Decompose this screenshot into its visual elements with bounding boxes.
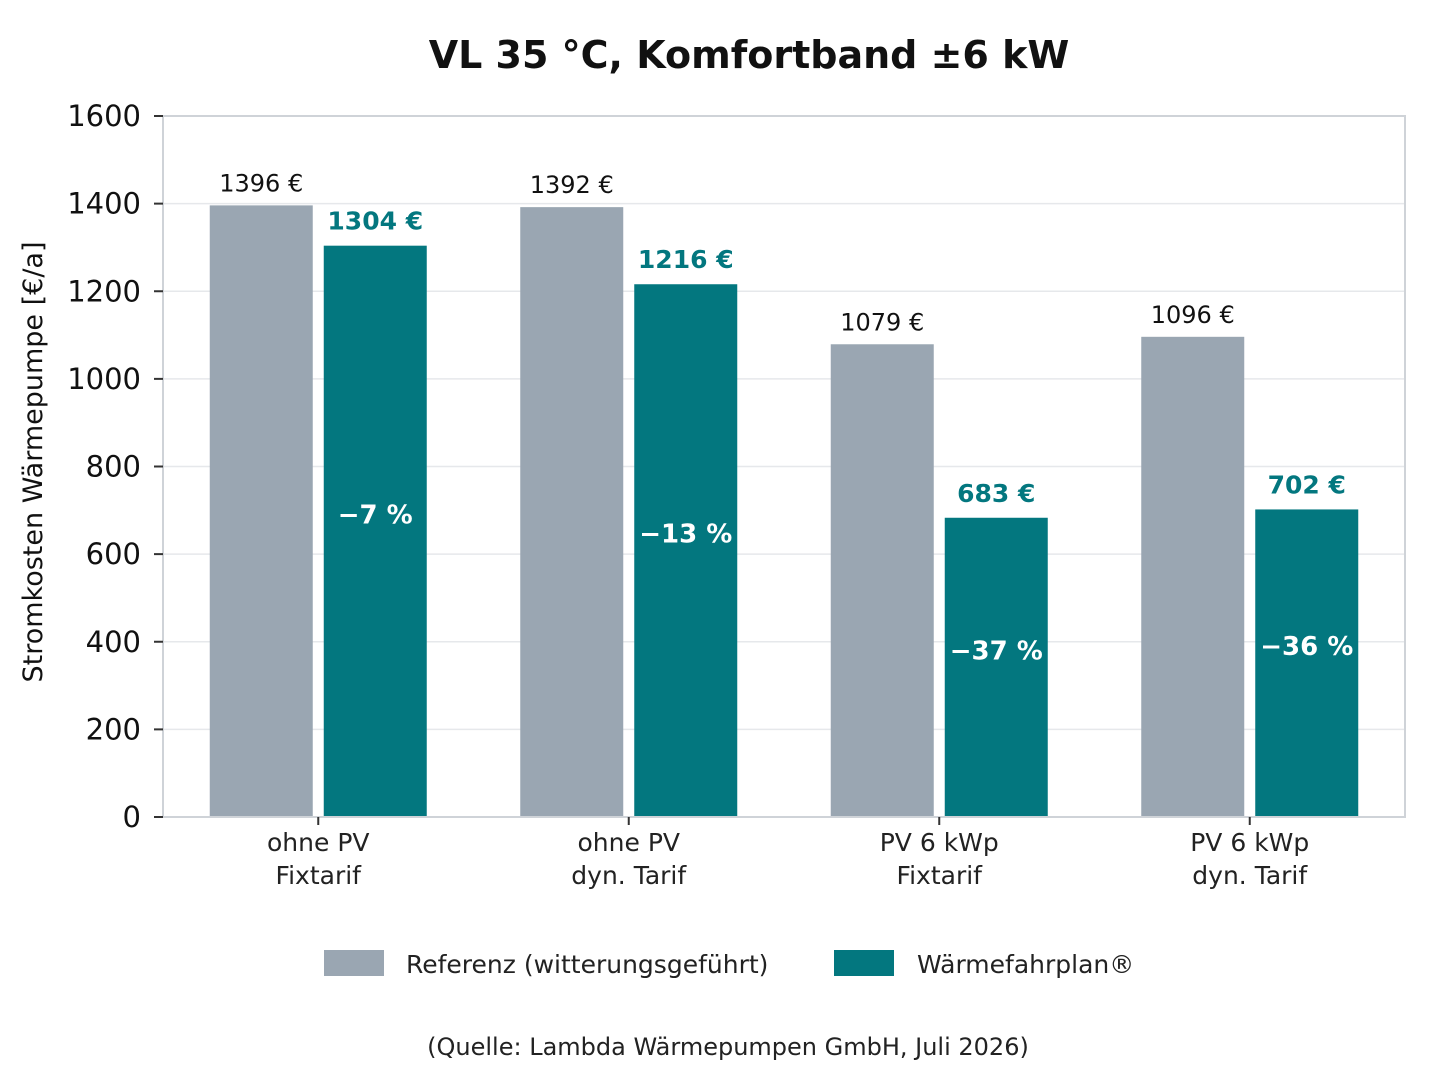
x-axis-categories: ohne PV Fixtarif ohne PV dyn. Tarif PV 6 kWp… <box>267 817 1309 890</box>
change-label: −37 % <box>950 636 1043 666</box>
source-note: (Quelle: Lambda Wärmepumpen GmbH, Juli 2… <box>427 1033 1029 1061</box>
legend-label-referenz: Referenz (witterungsgeführt) <box>406 950 768 979</box>
y-tick-label: 800 <box>86 450 141 484</box>
value-label-referenz: 1096 € <box>1151 301 1235 329</box>
legend-swatch-referenz <box>324 950 384 976</box>
bar-referenz <box>520 207 624 817</box>
value-label-waermefahrplan: 1304 € <box>327 207 423 236</box>
x-category-label: PV 6 kWp Fixtarif <box>880 828 999 890</box>
y-tick-label: 200 <box>86 712 141 746</box>
y-tick-label: 0 <box>123 800 141 834</box>
value-label-waermefahrplan: 702 € <box>1268 470 1346 499</box>
y-tick-label: 400 <box>86 625 141 659</box>
bar-waermefahrplan <box>323 245 427 817</box>
y-tick-label: 1600 <box>67 99 141 133</box>
legend-swatch-waermefahrplan <box>834 950 894 976</box>
x-category-label: ohne PV Fixtarif <box>267 828 370 890</box>
x-category-label: PV 6 kWp dyn. Tarif <box>1190 828 1309 890</box>
chart-title: VL 35 °C, Komfortband ±6 kW <box>429 33 1070 77</box>
change-label: −7 % <box>338 500 413 530</box>
bar-referenz <box>1141 336 1245 817</box>
y-tick-label: 1400 <box>67 187 141 221</box>
value-label-referenz: 1396 € <box>219 169 303 197</box>
bars <box>209 205 1359 817</box>
bar-waermefahrplan <box>634 284 738 817</box>
bar-referenz <box>209 205 313 817</box>
y-tick-label: 600 <box>86 537 141 571</box>
legend: Referenz (witterungsgeführt) Wärmefahrpl… <box>324 950 1134 979</box>
y-axis-ticks: 0 200 400 600 800 1000 1200 1400 1600 <box>67 99 163 834</box>
value-label-referenz: 1392 € <box>530 171 614 199</box>
change-label: −36 % <box>1260 632 1353 662</box>
value-label-referenz: 1079 € <box>840 308 924 336</box>
y-axis-label: Stromkosten Wärmepumpe [€/a] <box>18 241 49 682</box>
bar-waermefahrplan <box>944 517 1048 817</box>
value-label-waermefahrplan: 1216 € <box>638 245 734 274</box>
x-category-label: ohne PV dyn. Tarif <box>571 828 687 890</box>
bar-waermefahrplan <box>1255 509 1359 817</box>
change-label: −13 % <box>639 520 732 550</box>
legend-label-waermefahrplan: Wärmefahrplan® <box>917 950 1134 979</box>
y-tick-label: 1200 <box>67 274 141 308</box>
y-tick-label: 1000 <box>67 362 141 396</box>
value-labels: 1396 € 1304 € −7 % 1392 € 1216 € −13 % 1079 € 6… <box>219 169 1353 666</box>
value-label-waermefahrplan: 683 € <box>957 479 1035 508</box>
bar-referenz <box>830 344 934 817</box>
